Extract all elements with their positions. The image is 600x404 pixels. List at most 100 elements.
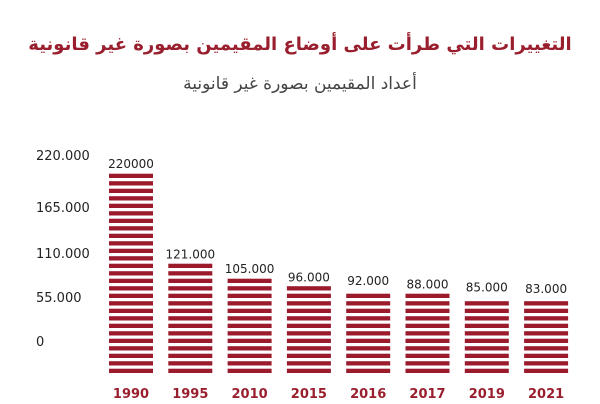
data-label: 220000 [108,157,154,171]
bar-stripe [168,316,213,321]
bar-stripe [109,346,153,351]
bar-stripe [168,323,213,328]
bar-stripe [346,346,391,351]
bar-stripe [524,361,569,366]
bar-stripe [227,293,272,298]
x-tick-label: 2015 [291,387,327,402]
bar [464,301,509,373]
bar-stripe [168,346,213,351]
bar-stripe [227,316,272,321]
x-tick-label: 2016 [350,387,386,402]
bar-stripe [286,368,331,373]
bar-stripe [346,316,391,321]
bar-stripe [109,368,153,373]
x-tick-label: 1995 [172,387,208,402]
data-label: 83.000 [525,282,567,296]
bar-stripe [168,353,213,358]
bar-stripe [464,361,509,366]
bar-stripe [464,323,509,328]
bar-stripe [227,308,272,313]
bar-stripe [286,301,331,306]
bar-stripe [346,301,391,306]
bar-stripe [109,301,153,306]
data-label: 96.000 [288,270,330,284]
bar-stripe [286,353,331,358]
bar [109,173,153,373]
bar-stripe [405,293,450,298]
bar-stripe [286,338,331,343]
bar-stripe [346,338,391,343]
bar [168,263,213,373]
bar-stripe [524,368,569,373]
bar-stripe [405,331,450,336]
x-tick-label: 2021 [528,387,564,402]
bar-stripe [286,286,331,291]
bar [524,301,569,373]
bar-stripe [346,323,391,328]
bar-stripe [405,301,450,306]
bar-stripe [405,323,450,328]
bar-stripe [405,346,450,351]
bar-stripe [405,353,450,358]
bar-stripe [109,241,153,246]
bar [405,293,450,373]
data-label: 105.000 [225,262,275,276]
bar-stripe [464,346,509,351]
bar-stripe [346,308,391,313]
bar-stripe [464,338,509,343]
bar-stripe [346,331,391,336]
bar [286,286,331,373]
bar-stripe [168,308,213,313]
bar-stripe [405,368,450,373]
bar-stripe [168,338,213,343]
bar-stripe [109,211,153,216]
x-tick-label: 2019 [469,387,505,402]
bar-stripe [346,293,391,298]
y-tick-label: 55.000 [36,291,82,306]
bar-stripe [168,278,213,283]
bar-stripe [227,368,272,373]
bar-stripe [109,218,153,223]
bar-stripe [109,293,153,298]
bar-stripe [168,361,213,366]
bar-stripe [227,301,272,306]
y-tick-label: 220.000 [36,149,90,164]
bar-stripe [109,278,153,283]
bar-stripe [227,278,272,283]
bar-stripe [109,308,153,313]
bar-stripe [109,271,153,276]
bar-stripe [286,323,331,328]
bar-stripe [524,353,569,358]
bar-stripe [286,308,331,313]
bar-stripe [109,181,153,186]
bar-stripe [405,316,450,321]
bar-stripe [168,286,213,291]
bar-stripe [168,331,213,336]
bar-stripe [109,331,153,336]
bar-stripe [227,346,272,351]
bar-stripe [227,331,272,336]
bar-stripe [109,361,153,366]
data-label: 88.000 [407,278,449,292]
x-tick-label: 2010 [232,387,268,402]
bar-stripe [464,331,509,336]
bar-stripe [346,353,391,358]
bar-stripe [286,331,331,336]
x-tick-label: 2017 [409,387,445,402]
bar-stripe [227,323,272,328]
bar-stripe [524,316,569,321]
bar-stripe [346,361,391,366]
bar-stripe [464,353,509,358]
bar-stripe [286,316,331,321]
bar-stripe [346,368,391,373]
bar-stripe [227,361,272,366]
bar-stripe [286,361,331,366]
bar-stripe [405,361,450,366]
bar-stripe [227,286,272,291]
bar-stripe [405,338,450,343]
bar-stripe [464,316,509,321]
bar-stripe [109,233,153,238]
y-tick-label: 0 [36,335,44,350]
bar-stripe [464,368,509,373]
